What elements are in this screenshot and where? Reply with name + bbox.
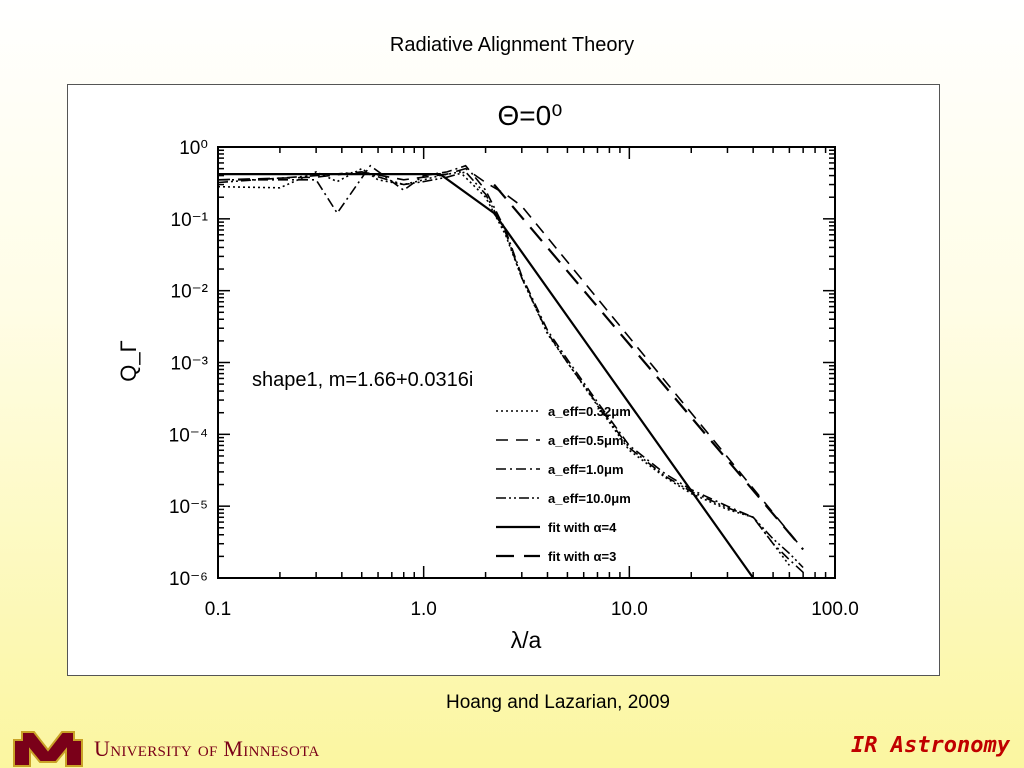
y-tick-label: 10⁻³ <box>171 354 209 375</box>
legend-label: fit with α=4 <box>548 520 617 535</box>
x-tick-label: 100.0 <box>811 599 859 620</box>
legend-label: a_eff=0.32μm <box>548 404 631 419</box>
legend-label: a_eff=10.0μm <box>548 491 631 506</box>
legend-label: fit with α=3 <box>548 549 616 564</box>
chart-title: Θ=0⁰ <box>498 100 563 131</box>
y-tick-label: 10⁻¹ <box>171 210 209 231</box>
figure-frame: Θ=0⁰ 0.1 1.0 10.0 100.0 10⁰ 10⁻¹ 10⁻² 10⁻³ 10⁻⁴ 1… <box>67 84 940 676</box>
university-logo <box>13 731 83 767</box>
slide-title: Radiative Alignment Theory <box>389 34 635 56</box>
legend-label: a_eff=1.0μm <box>548 462 624 477</box>
y-tick-label: 10⁰ <box>179 138 208 159</box>
series-line-long-dash <box>493 183 804 551</box>
y-axis-label: Q_Γ <box>116 340 141 381</box>
x-tick-label: 10.0 <box>611 599 648 620</box>
y-tick-label: 10⁻⁴ <box>169 425 208 446</box>
series-line-solid <box>218 172 755 579</box>
chart: Θ=0⁰ 0.1 1.0 10.0 100.0 10⁰ 10⁻¹ 10⁻² 10⁻³ 10⁻⁴ 1… <box>116 100 859 653</box>
citation: Hoang and Lazarian, 2009 <box>446 692 670 713</box>
chart-annotation: shape1, m=1.66+0.0316i <box>252 369 473 391</box>
series-line-dash-dot-dot <box>217 170 804 569</box>
y-tick-label: 10⁻⁵ <box>169 497 208 518</box>
university-name: University of Minnesota <box>94 736 320 761</box>
x-axis-label: λ/a <box>511 627 542 653</box>
course-name: IR Astronomy <box>851 733 1010 758</box>
y-tick-label: 10⁻⁶ <box>169 569 208 590</box>
plot-area: 0.1 1.0 10.0 100.0 10⁰ 10⁻¹ 10⁻² 10⁻³ 10⁻⁴ 10⁻⁵ 10… <box>169 138 859 620</box>
x-tick-label: 0.1 <box>205 599 231 620</box>
y-tick-label: 10⁻² <box>171 282 209 303</box>
series-line-dashed <box>217 167 804 550</box>
x-tick-label: 1.0 <box>410 599 436 620</box>
legend-label: a_eff=0.5μm <box>548 433 624 448</box>
